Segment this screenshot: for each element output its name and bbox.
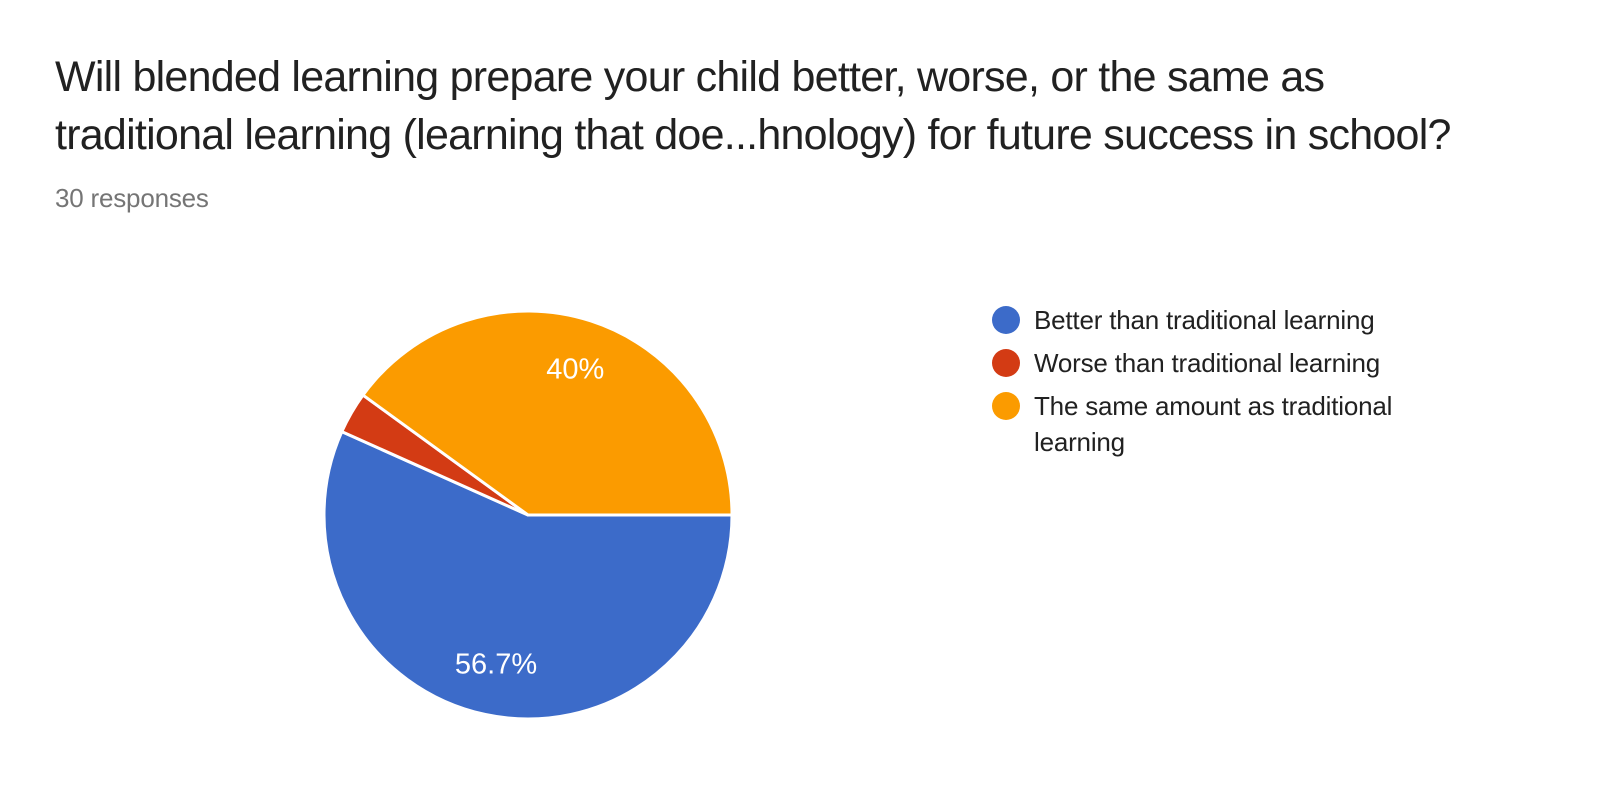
legend-color-dot-icon: [992, 306, 1020, 334]
legend-color-dot-icon: [992, 392, 1020, 420]
responses-count: 30 responses: [55, 183, 209, 213]
pie-chart-area: 56.7% 40%: [320, 307, 736, 723]
pie-slice-label-the-same-amount-as-traditional-learning: 40%: [546, 354, 604, 386]
legend-item-worse-than-traditional-learning: Worse than traditional learning: [992, 345, 1432, 381]
pie-slice-label-better-than-traditional-learning: 56.7%: [455, 649, 537, 681]
legend-label: Better than traditional learning: [1034, 305, 1375, 335]
question-title-line-1: Will blended learning prepare your child…: [55, 53, 1325, 101]
pie-slice-the-same-amount-as-traditional-learning[interactable]: [361, 309, 734, 517]
chart-legend: Better than traditional learning Worse th…: [992, 302, 1432, 467]
legend-label: The same amount as traditional learning: [1034, 391, 1393, 457]
legend-item-better-than-traditional-learning: Better than traditional learning: [992, 302, 1432, 338]
pie-slice-better-than-traditional-learning[interactable]: [322, 430, 734, 721]
question-title-line-2: traditional learning (learning that doe.…: [55, 111, 1451, 159]
legend-item-the-same-amount-as-traditional-learning: The same amount as traditional learning: [992, 388, 1432, 460]
question-title: Will blended learning prepare your child…: [55, 48, 1451, 164]
legend-label: Worse than traditional learning: [1034, 348, 1380, 378]
pie-chart: 56.7% 40%: [322, 309, 734, 721]
legend-color-dot-icon: [992, 349, 1020, 377]
